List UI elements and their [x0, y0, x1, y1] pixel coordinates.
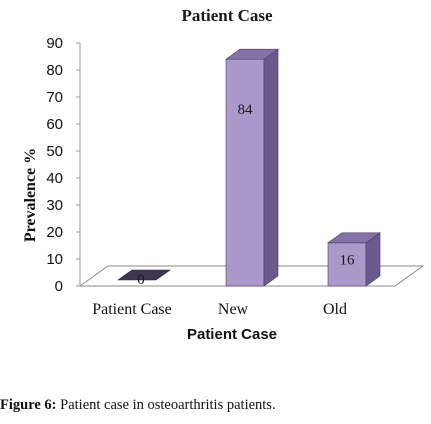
bar-side	[263, 48, 279, 287]
caption-prefix: Figure 6:	[0, 397, 57, 413]
y-tick-label: 0	[55, 278, 63, 295]
y-tick-label: 70	[46, 89, 63, 106]
x-category-label: Patient Case	[92, 301, 172, 318]
y-tick-label: 30	[46, 197, 63, 214]
y-tick-label: 10	[46, 251, 63, 268]
figure-caption: Figure 6: Patient case in osteoarthritis…	[0, 397, 276, 414]
y-tick-label: 50	[46, 143, 63, 160]
y-tick-label: 60	[46, 116, 63, 133]
data-label: 16	[340, 252, 356, 268]
bars: 0 84 16	[117, 48, 381, 288]
bar-top	[117, 269, 171, 281]
y-tick-label: 80	[46, 62, 63, 79]
bar: 84	[225, 48, 279, 287]
x-category-label: Old	[323, 301, 347, 318]
bar: 0	[117, 269, 171, 288]
y-axis-label: Prevalence %	[22, 148, 39, 242]
x-axis-label: Patient Case	[187, 326, 277, 343]
y-axis-ticks: 0 10 20 30 40 50 60 70 80 90	[46, 35, 80, 295]
y-tick-label: 20	[46, 224, 63, 241]
chart-title: Patient Case	[181, 6, 273, 25]
bar-top	[225, 48, 279, 60]
x-category-label: New	[218, 301, 249, 318]
data-label: 84	[238, 102, 254, 118]
y-tick-label: 40	[46, 170, 63, 187]
x-axis-categories: Patient Case New Old	[92, 301, 347, 318]
bar-top	[327, 232, 381, 244]
data-label: 0	[137, 272, 145, 288]
caption-text: Patient case in osteoarthritis patients.	[56, 397, 276, 413]
y-tick-label: 90	[46, 35, 63, 52]
bar-front	[225, 58, 265, 287]
bar: 16	[327, 232, 381, 287]
